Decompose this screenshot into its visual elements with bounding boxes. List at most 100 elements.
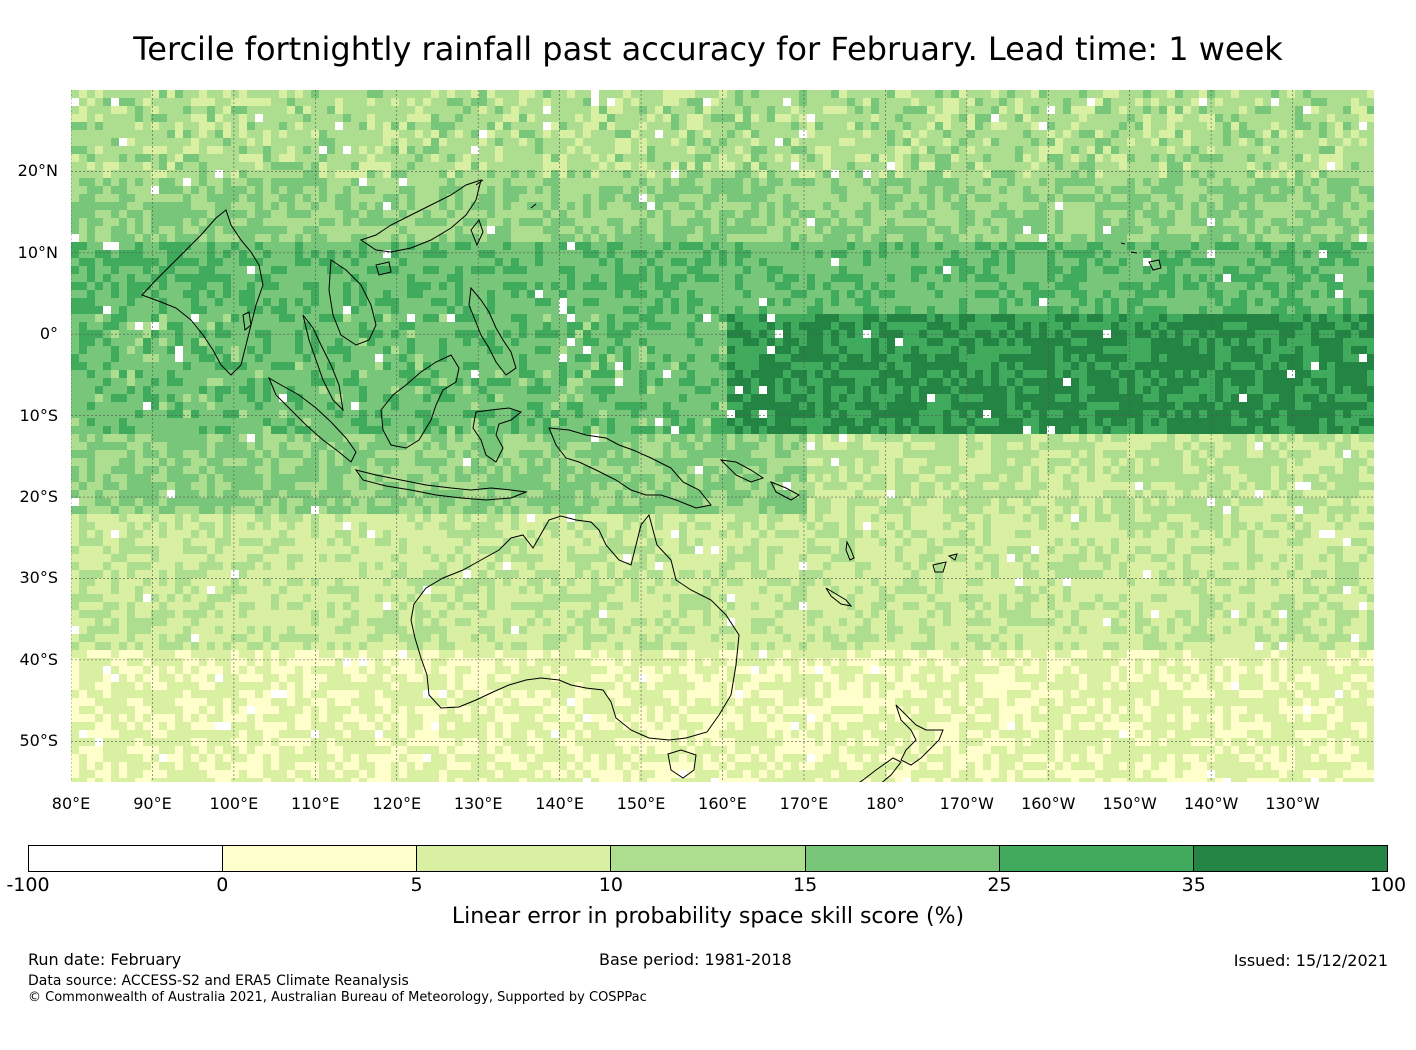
field-cell — [367, 202, 375, 210]
field-cell — [951, 298, 959, 306]
field-cell — [663, 258, 671, 266]
field-cell — [983, 194, 991, 202]
field-cell — [335, 290, 343, 298]
field-cell — [1007, 138, 1015, 146]
field-cell — [1215, 282, 1223, 290]
field-cell — [1247, 122, 1255, 130]
field-cell — [431, 282, 439, 290]
field-cell — [359, 322, 367, 330]
field-cell — [263, 234, 271, 242]
field-cell — [191, 322, 199, 330]
field-cell — [519, 210, 527, 218]
field-cell — [999, 250, 1007, 258]
field-cell — [1199, 170, 1207, 178]
field-cell — [703, 266, 711, 274]
field-cell — [79, 314, 87, 322]
field-cell — [975, 250, 983, 258]
field-cell — [1071, 274, 1079, 282]
field-cell — [783, 234, 791, 242]
field-cell — [103, 122, 111, 130]
field-cell — [623, 234, 631, 242]
field-cell — [735, 250, 743, 258]
field-cell — [351, 314, 359, 322]
field-cell — [1223, 202, 1231, 210]
field-cell — [1343, 138, 1351, 146]
field-cell — [71, 194, 79, 202]
field-cell — [311, 114, 319, 122]
field-cell — [527, 194, 535, 202]
field-cell — [351, 138, 359, 146]
field-cell — [71, 146, 79, 154]
field-cell — [679, 210, 687, 218]
field-cell — [775, 314, 783, 322]
field-cell — [1063, 122, 1071, 130]
field-cell — [527, 282, 535, 290]
field-cell — [823, 266, 831, 274]
field-cell — [1111, 266, 1119, 274]
field-cell — [1159, 106, 1167, 114]
field-cell — [839, 242, 847, 250]
field-cell — [119, 154, 127, 162]
field-cell — [479, 178, 487, 186]
field-cell — [1183, 258, 1191, 266]
field-cell — [999, 98, 1007, 106]
field-cell — [535, 146, 543, 154]
field-cell — [95, 322, 103, 330]
field-cell — [943, 250, 951, 258]
field-cell — [1167, 218, 1175, 226]
field-cell — [711, 218, 719, 226]
field-cell — [1119, 98, 1127, 106]
field-cell — [175, 258, 183, 266]
field-cell — [631, 322, 639, 330]
field-cell — [1119, 138, 1127, 146]
field-cell — [935, 306, 943, 314]
field-cell — [79, 282, 87, 290]
field-cell — [375, 122, 383, 130]
field-cell — [1079, 194, 1087, 202]
field-cell — [847, 218, 855, 226]
field-cell — [311, 266, 319, 274]
field-cell — [583, 122, 591, 130]
field-cell — [319, 210, 327, 218]
field-cell — [615, 146, 623, 154]
field-cell — [615, 178, 623, 186]
field-cell — [263, 194, 271, 202]
field-cell — [1127, 170, 1135, 178]
field-cell — [935, 186, 943, 194]
field-cell — [167, 98, 175, 106]
field-cell — [935, 98, 943, 106]
field-cell — [879, 202, 887, 210]
field-cell — [887, 290, 895, 298]
field-cell — [223, 234, 231, 242]
field-cell — [751, 98, 759, 106]
field-cell — [783, 266, 791, 274]
field-cell — [1271, 266, 1279, 274]
field-cell — [103, 298, 111, 306]
field-cell — [575, 282, 583, 290]
field-cell — [343, 202, 351, 210]
field-cell — [183, 122, 191, 130]
field-cell — [511, 258, 519, 266]
field-cell — [791, 186, 799, 194]
field-cell — [807, 122, 815, 130]
field-cell — [1247, 202, 1255, 210]
field-cell — [1279, 218, 1287, 226]
field-cell — [879, 146, 887, 154]
field-cell — [1343, 130, 1351, 138]
field-cell — [79, 298, 87, 306]
field-cell — [1103, 226, 1111, 234]
field-cell — [583, 114, 591, 122]
field-cell — [391, 322, 399, 330]
field-cell — [655, 282, 663, 290]
field-cell — [295, 194, 303, 202]
field-cell — [343, 114, 351, 122]
field-cell — [119, 250, 127, 258]
field-cell — [343, 290, 351, 298]
field-cell — [1263, 98, 1271, 106]
field-cell — [71, 178, 79, 186]
field-cell — [479, 274, 487, 282]
field-cell — [79, 210, 87, 218]
field-cell — [1279, 186, 1287, 194]
field-cell — [1079, 306, 1087, 314]
field-cell — [1255, 314, 1263, 322]
